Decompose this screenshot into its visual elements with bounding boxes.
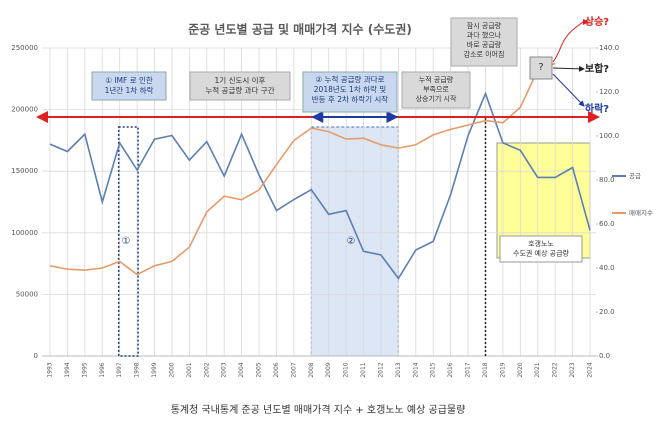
y2-tick-label: 20.0 [599, 308, 615, 316]
annotation-text: 수도권 예상 공급량 [513, 249, 570, 258]
annotation-text: ? [538, 62, 543, 73]
annotation-box [91, 71, 167, 101]
y-tick-label: 50000 [16, 290, 38, 298]
annotation-text: 호갱노노 [528, 239, 554, 248]
annotation-text: 잠시 공급량 [467, 21, 502, 30]
x-tick-label: 2008 [308, 362, 315, 377]
annotation-box [401, 71, 471, 109]
x-tick-label: 2009 [325, 362, 332, 377]
annotation-text: 반등 후 2차 하락기 시작 [312, 94, 389, 104]
x-tick-label: 2007 [290, 362, 297, 377]
annotation-text: 상승? [585, 15, 609, 28]
arrow-up [552, 18, 589, 63]
x-tick-label: 2004 [238, 362, 245, 377]
y2-tick-label: 60.0 [599, 220, 615, 228]
annotation-box [499, 235, 583, 263]
annotation-text: 2018년도 1차 하락 및 [314, 84, 387, 94]
annotation-box [302, 71, 398, 113]
x-tick-label: 2002 [203, 362, 210, 377]
annotation-text: 누적 공급량 [419, 75, 454, 84]
x-tick-label: 2000 [168, 362, 175, 377]
annotation-text: 하락? [585, 102, 609, 115]
x-tick-label: 2017 [465, 362, 472, 377]
annotation-text: ② 누적 공급량 과다로 [315, 74, 384, 84]
x-tick-label: 2005 [256, 362, 263, 377]
annotation-text: 1년간 1차 하락 [105, 85, 154, 95]
y2-tick-label: 100.0 [599, 132, 619, 140]
annotation-text: ② [347, 236, 356, 247]
arrow-down [552, 73, 585, 107]
y-tick-label: 0 [34, 352, 38, 360]
annotation-text: 과다 했으나 [467, 31, 502, 40]
annotation-text: 감소로 이어짐 [464, 50, 505, 59]
annotation-box [450, 17, 518, 67]
x-tick-label: 2001 [186, 362, 193, 377]
x-tick-label: 2015 [430, 362, 437, 377]
x-tick-label: 2012 [377, 362, 384, 377]
annotation-box [529, 56, 553, 80]
y-tick-label: 200000 [11, 106, 38, 114]
x-tick-label: 2006 [273, 362, 280, 377]
annotation-text: 누적 공급량 과다 구간 [205, 85, 274, 95]
annotation-text: 상승기기 시작 [416, 94, 457, 103]
y2-tick-label: 80.0 [599, 176, 615, 184]
x-tick-label: 2022 [552, 362, 559, 377]
x-tick-label: 2021 [534, 362, 541, 377]
annotation-text: 1기 신도시 이후 [215, 75, 266, 85]
x-tick-label: 1997 [116, 362, 123, 377]
annotation-box [189, 71, 291, 101]
chart-title: 준공 년도별 공급 및 매매가격 지수 (수도권) [188, 22, 412, 37]
y2-tick-label: 40.0 [599, 264, 615, 272]
x-tick-label: 1996 [99, 362, 106, 377]
y2-tick-label: 0.0 [599, 352, 610, 360]
shaded-period [310, 126, 399, 357]
caption: 통계청 국내통계 준공 년도별 매매가격 지수 + 호갱노노 예상 공급물량 [171, 403, 466, 416]
arrow-flat [552, 65, 585, 72]
x-tick-label: 2024 [587, 362, 594, 377]
x-tick-label: 2023 [569, 362, 576, 377]
x-tick-label: 2020 [517, 362, 524, 377]
y-tick-label: 100000 [11, 229, 38, 237]
x-tick-label: 2010 [343, 362, 350, 377]
annotation-text: 바로 공급량 [467, 40, 502, 49]
legend-label: 공급 [629, 172, 641, 180]
x-tick-label: 1999 [151, 362, 158, 377]
x-tick-label: 2011 [360, 362, 367, 377]
x-tick-label: 1994 [64, 362, 71, 377]
x-tick-label: 2019 [499, 362, 506, 377]
x-tick-label: 1998 [134, 362, 141, 377]
legend-label: 매매지수 [629, 208, 653, 217]
annotation-text: 부족으로 [423, 86, 449, 94]
x-tick-label: 2016 [447, 362, 454, 377]
series-line [49, 62, 556, 276]
y-tick-label: 250000 [11, 44, 38, 52]
y2-tick-label: 120.0 [599, 88, 619, 96]
x-tick-label: 1993 [47, 362, 54, 377]
annotation-text: ① [122, 236, 131, 247]
y-tick-label: 150000 [11, 167, 38, 175]
x-tick-label: 2003 [221, 362, 228, 377]
y2-tick-label: 140.0 [599, 44, 619, 52]
series-line [49, 91, 591, 280]
dashed-period [117, 126, 139, 357]
annotation-text: 보합? [585, 62, 609, 75]
x-tick-label: 2018 [482, 362, 489, 377]
x-tick-label: 2014 [412, 362, 419, 377]
x-tick-label: 2013 [395, 362, 402, 377]
x-tick-label: 1995 [81, 362, 88, 377]
annotation-text: ① IMF 로 인한 [105, 75, 153, 85]
